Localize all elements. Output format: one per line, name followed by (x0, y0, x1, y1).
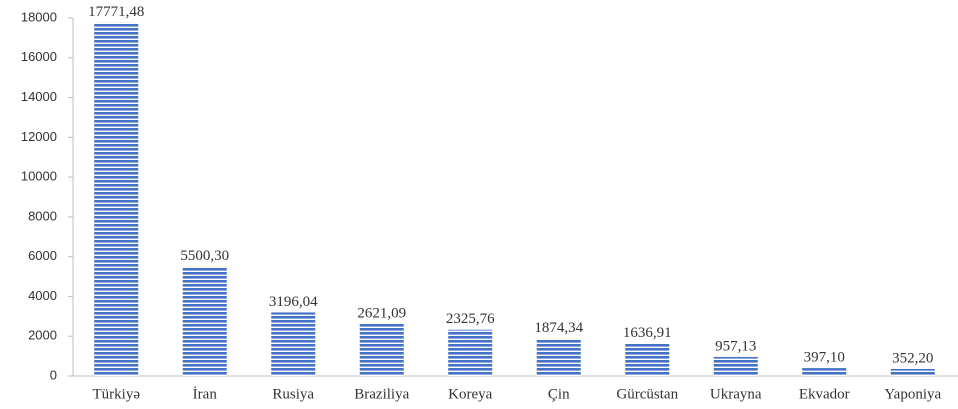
bar (625, 343, 670, 376)
y-tick-label: 18000 (21, 9, 57, 24)
x-tick-label: Braziliya (354, 386, 409, 402)
x-tick-label: Ekvador (799, 386, 850, 402)
y-tick-label: 10000 (21, 169, 57, 184)
y-tick-label: 2000 (28, 328, 57, 343)
x-tick-label: Gürcüstan (616, 386, 678, 402)
value-label: 957,13 (715, 338, 756, 354)
x-tick-label: Koreya (448, 386, 492, 402)
value-label: 3196,04 (269, 294, 318, 310)
x-tick-label: Çin (548, 386, 570, 402)
bar (713, 356, 758, 376)
bar (536, 338, 581, 376)
bar (802, 368, 847, 376)
x-tick-label: Türkiyə (93, 386, 141, 402)
bar (359, 323, 404, 376)
x-tick-label: Ukrayna (710, 386, 762, 402)
value-label: 2325,76 (446, 311, 495, 327)
bar (890, 368, 935, 376)
value-label: 1636,91 (623, 325, 672, 341)
value-label: 5500,30 (180, 248, 229, 264)
y-tick-label: 4000 (28, 288, 57, 303)
bar (448, 329, 493, 376)
y-tick-label: 8000 (28, 208, 57, 223)
x-tick-label: Rusiya (272, 386, 314, 402)
value-label: 352,20 (892, 350, 933, 366)
y-tick-label: 0 (50, 367, 57, 382)
value-label: 17771,48 (88, 4, 144, 20)
bar (271, 312, 316, 376)
y-tick-label: 16000 (21, 49, 57, 64)
value-label: 1874,34 (534, 320, 583, 336)
y-tick-label: 6000 (28, 248, 57, 263)
value-label: 2621,09 (357, 305, 406, 321)
y-tick-label: 14000 (21, 89, 57, 104)
x-tick-label: İran (193, 386, 218, 402)
bar (94, 22, 139, 376)
y-tick-label: 12000 (21, 129, 57, 144)
x-tick-label: Yaponiya (884, 386, 941, 402)
value-label: 397,10 (804, 350, 845, 366)
bar (182, 266, 227, 376)
